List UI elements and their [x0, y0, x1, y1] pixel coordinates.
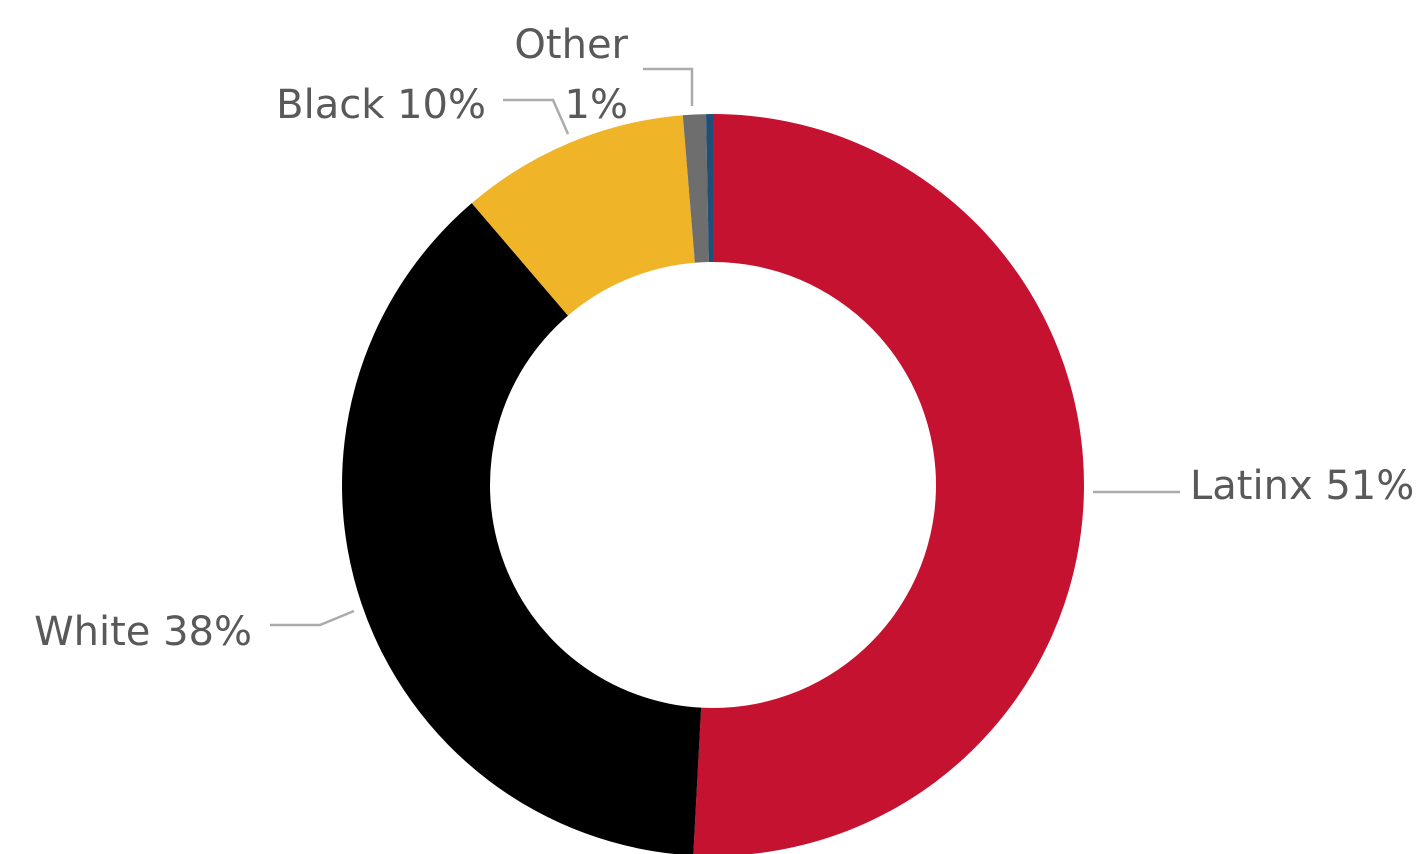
- slice-white: [342, 203, 702, 854]
- labels-group: Latinx 51% White 38% Black 10% Other 1%: [34, 22, 1414, 655]
- leader-line-other: [643, 67, 694, 106]
- slices-group: [342, 114, 1084, 854]
- data-label-other: Other 1%: [514, 22, 628, 128]
- data-label-white: White 38%: [34, 609, 252, 655]
- data-label-black: Black 10%: [276, 82, 486, 128]
- slice-latinx: [693, 114, 1084, 854]
- slice-segment-4: [706, 114, 713, 263]
- data-label-latinx: Latinx 51%: [1190, 463, 1414, 509]
- leader-line-black: [503, 98, 570, 135]
- leader-lines-group: [270, 67, 1180, 627]
- slice-black: [471, 115, 695, 316]
- leader-line-white: [270, 609, 355, 627]
- slice-other: [682, 114, 709, 263]
